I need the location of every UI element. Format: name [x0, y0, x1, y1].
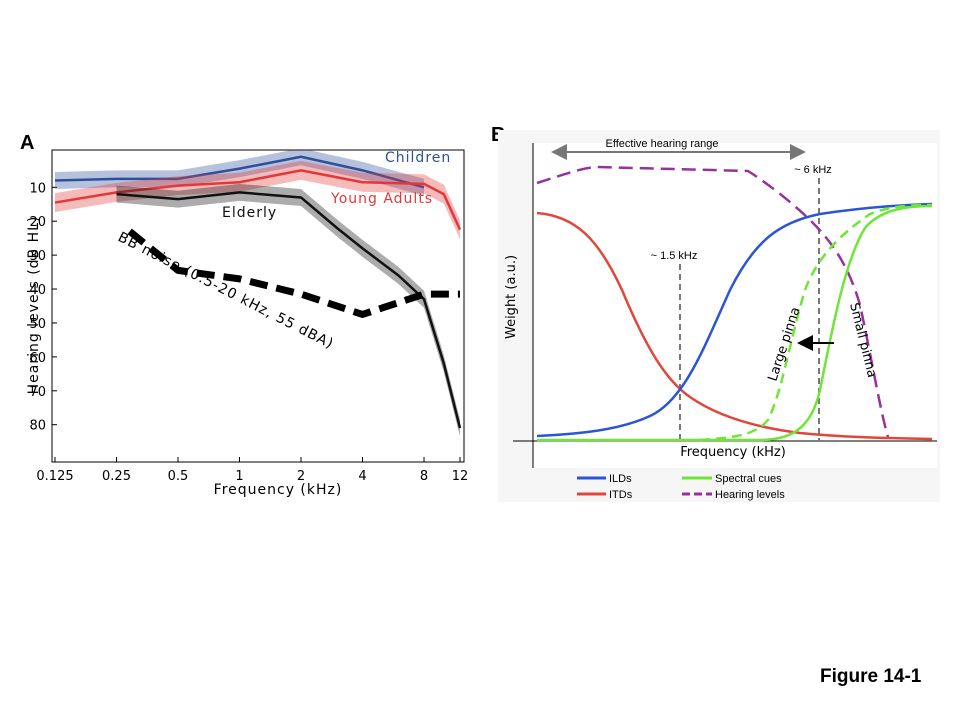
panel-a-x-tick-label: 2	[297, 469, 305, 484]
panel-a-x-tick-label: 0.5	[168, 469, 189, 484]
guide-label-6khz: ~ 6 kHz	[794, 164, 832, 176]
panel-a-y-tick-label: 20	[29, 215, 46, 230]
curve-ilds	[536, 202, 933, 438]
panel-a-x-tick-label: 4	[358, 469, 366, 484]
curve-hearing-levels	[536, 165, 890, 438]
panel-b-plot-area	[533, 143, 937, 468]
panel-a-y-tick-label: 80	[29, 419, 46, 434]
guide-label-1-5khz: ~ 1.5 kHz	[651, 250, 698, 262]
panel-a-y-tick-label: 30	[29, 249, 46, 264]
panel-a-letter: A	[20, 132, 34, 154]
legend-label-ilds: ILDs	[609, 473, 632, 485]
panel-a-y-tick-label: 50	[29, 317, 46, 332]
panel-a-x-tick-label: 0.25	[102, 469, 131, 484]
legend-label-itds: ITDs	[609, 489, 633, 501]
panel-a-series	[54, 150, 462, 437]
panel-a-y-tick-label: 60	[29, 351, 46, 366]
panel-a-y-axis-label: Hearing levels (dB HL)	[26, 216, 42, 395]
figure-label: Figure 14-1	[820, 666, 922, 687]
panel-a-axes-box	[51, 149, 465, 463]
panel-a-y-tick-label: 10	[29, 181, 46, 196]
panel-a-x-tick-label: 1	[235, 469, 243, 484]
series-line-children	[54, 155, 425, 189]
panel-a-x-tick-label: 0.125	[36, 469, 73, 484]
series-band-elderly	[116, 183, 460, 437]
legend-label-hearing: Hearing levels	[715, 489, 785, 501]
panel-a-x-tick-label: 12	[452, 469, 469, 484]
panel-b-legend: ILDs ITDs Spectral cues Hearing levels	[577, 473, 785, 501]
panel-a-x-axis-label: Frequency (kHz)	[214, 482, 343, 498]
series-label-elderly: Elderly	[222, 205, 277, 221]
series-label-young-adults: Young Adults	[330, 191, 433, 207]
series-line-bb-noise	[127, 228, 460, 318]
legend-label-spectral: Spectral cues	[715, 473, 782, 485]
curve-itds	[536, 211, 933, 441]
panel-a-y-tick-label: 70	[29, 385, 46, 400]
curve-spectral-small-pinna	[537, 204, 933, 442]
series-line-elderly	[116, 191, 462, 429]
panel-a-x-tick-label: 8	[420, 469, 428, 484]
series-label-bb-noise: BB noise (0.5-20 kHz, 55 dBA)	[115, 229, 336, 352]
panel-b: B Effective hearing range ~ 1.5 kHz ~ 6 …	[491, 124, 940, 502]
panel-b-y-axis-label: Weight (a.u.)	[504, 255, 519, 339]
series-line-young-adults	[54, 169, 462, 231]
effective-range-label: Effective hearing range	[606, 138, 719, 150]
series-label-children: Children	[385, 150, 451, 166]
panel-a-x-ticks: 0.125 0.25 0.5 1 2 4 8 12	[36, 457, 468, 484]
panel-b-x-axis-label: Frequency (kHz)	[680, 445, 786, 460]
panel-a-y-ticks: 10 20 30 40 50 60 70 80	[29, 181, 57, 434]
series-band-children	[55, 150, 425, 196]
panel-a-y-tick-label: 40	[29, 283, 46, 298]
